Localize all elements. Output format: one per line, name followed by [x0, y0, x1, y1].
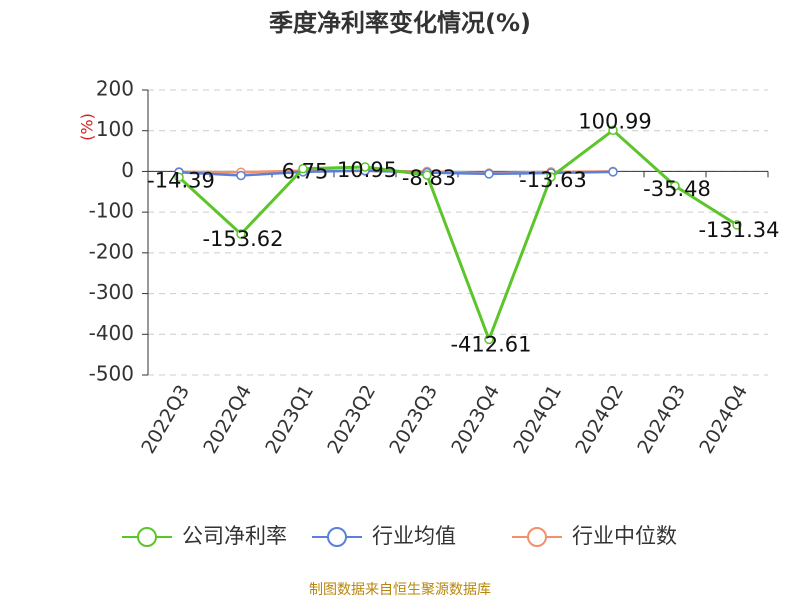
x-tick-label: 2023Q1 — [261, 381, 318, 457]
x-tick-label: 2024Q3 — [633, 381, 690, 457]
data-label: -131.34 — [698, 218, 779, 242]
legend-label: 行业中位数 — [572, 524, 677, 548]
point — [732, 220, 742, 230]
data-label: -13.63 — [519, 168, 587, 192]
x-tick-label: 2024Q4 — [695, 381, 752, 457]
point — [236, 229, 246, 239]
data-label: -412.61 — [450, 332, 531, 356]
x-tick-label: 2023Q4 — [447, 381, 504, 457]
point — [608, 167, 618, 177]
y-tick-label: 0 — [121, 158, 134, 182]
legend-marker — [327, 527, 347, 547]
point — [298, 163, 308, 174]
data-label: 6.75 — [282, 160, 329, 184]
y-tick-label: 200 — [96, 77, 134, 101]
chart-title: 季度净利率变化情况(%) — [269, 9, 531, 37]
point — [360, 162, 370, 172]
y-tick-label: -400 — [89, 321, 134, 345]
legend-label: 公司净利率 — [182, 524, 287, 548]
point — [608, 125, 618, 136]
data-label: 10.95 — [337, 158, 397, 182]
data-label: -8.83 — [402, 166, 456, 190]
x-tick-label: 2024Q1 — [509, 381, 566, 457]
data-label: -35.48 — [643, 177, 711, 201]
series-line — [177, 128, 738, 344]
point — [484, 169, 494, 179]
y-tick-label: -200 — [89, 239, 134, 263]
point — [670, 181, 680, 191]
data-label: -14.39 — [147, 168, 215, 192]
data-label: 100.99 — [578, 109, 651, 133]
data-label: -153.62 — [202, 227, 283, 251]
y-tick-label: 100 — [96, 117, 134, 141]
point — [546, 172, 556, 182]
x-tick-label: 2024Q2 — [571, 381, 628, 457]
point — [484, 334, 494, 345]
y-tick-label: -100 — [89, 199, 134, 223]
x-tick-label: 2022Q3 — [137, 381, 194, 457]
legend-marker — [137, 527, 157, 547]
y-tick-label: -300 — [89, 280, 134, 304]
x-tick-label: 2023Q3 — [385, 381, 442, 457]
point — [236, 170, 246, 181]
x-tick-label: 2023Q2 — [323, 381, 380, 457]
source-note: 制图数据来自恒生聚源数据库 — [309, 582, 491, 598]
legend-label: 行业均值 — [372, 524, 456, 548]
legend-marker — [527, 527, 547, 547]
y-tick-label: -500 — [89, 362, 134, 386]
point — [422, 170, 432, 180]
y-axis-label: (%) — [78, 113, 97, 141]
x-tick-label: 2022Q4 — [199, 381, 256, 457]
point — [174, 172, 184, 183]
